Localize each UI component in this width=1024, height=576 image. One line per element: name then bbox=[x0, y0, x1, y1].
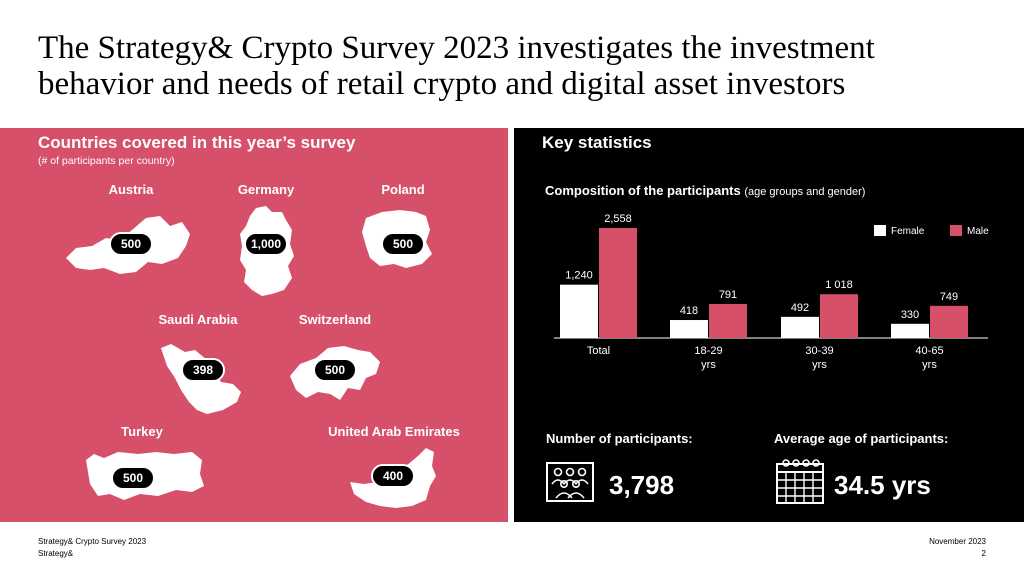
uae-participants-badge: 400 bbox=[371, 464, 415, 488]
data-label-male-0: 2,558 bbox=[604, 213, 632, 225]
countries-heading: Countries covered in this year’s survey bbox=[38, 133, 356, 152]
key-statistics-heading: Key statistics bbox=[542, 133, 652, 152]
people-group-icon bbox=[546, 462, 594, 502]
calendar-icon bbox=[776, 459, 824, 504]
legend-swatch-female bbox=[874, 225, 886, 236]
country-name-uae: United Arab Emirates bbox=[328, 424, 460, 439]
data-label-male-3: 749 bbox=[940, 291, 958, 303]
bar-female-1 bbox=[670, 320, 708, 338]
bar-female-3 bbox=[891, 323, 929, 338]
bar-male-3 bbox=[930, 305, 968, 338]
country-name-germany: Germany bbox=[237, 182, 295, 197]
country-name-switzerland: Switzerland bbox=[298, 312, 372, 327]
bar-male-1 bbox=[709, 303, 747, 338]
poland-participants-badge: 500 bbox=[381, 232, 425, 256]
data-label-male-2: 1 018 bbox=[825, 279, 853, 291]
participants-bar-chart: 1,240 2,558 Total 418 791 18-29 yrs 492 1 018 30-… bbox=[554, 213, 989, 371]
average-age-label: Average age of participants: bbox=[774, 431, 949, 446]
bar-male-2 bbox=[820, 294, 858, 338]
data-label-male-1: 791 bbox=[719, 289, 737, 301]
turkey-participants-badge: 500 bbox=[111, 466, 155, 490]
category-label-2-0: 30-39 bbox=[805, 345, 833, 357]
average-age-value: 34.5 yrs bbox=[834, 470, 931, 500]
country-name-austria: Austria bbox=[108, 182, 154, 197]
country-name-poland: Poland bbox=[381, 182, 425, 197]
data-label-female-3: 330 bbox=[901, 309, 919, 321]
data-label-female-2: 492 bbox=[791, 302, 809, 314]
austria-participants-badge: 500 bbox=[109, 232, 153, 256]
chart-title: Composition of the participants (age gro… bbox=[545, 183, 865, 198]
legend-label-female: Female bbox=[891, 226, 925, 237]
chart-title-main: Composition of the participants bbox=[545, 183, 741, 198]
category-label-3-0: 40-65 bbox=[915, 345, 943, 357]
data-label-female-0: 1,240 bbox=[565, 270, 593, 282]
footer-survey-name: Strategy& Crypto Survey 2023 bbox=[38, 537, 147, 546]
category-label-1-0: 18-29 bbox=[694, 345, 722, 357]
germany-participants-badge: 1,000 bbox=[244, 232, 288, 256]
countries-subheading: (# of participants per country) bbox=[38, 155, 175, 167]
bar-male-0 bbox=[599, 228, 637, 338]
participants-value: 3,798 bbox=[609, 470, 675, 500]
footer-date: November 2023 bbox=[929, 537, 986, 546]
bar-female-0 bbox=[560, 284, 598, 338]
key-statistics-panel: Key statistics Composition of the partic… bbox=[514, 128, 1024, 522]
footer-brand: Strategy& bbox=[38, 549, 74, 558]
data-label-female-1: 418 bbox=[680, 305, 698, 317]
switzerland-participants-badge: 500 bbox=[313, 358, 357, 382]
countries-panel: Countries covered in this year’s survey … bbox=[0, 128, 508, 522]
chart-title-note: (age groups and gender) bbox=[744, 186, 866, 198]
category-label-1-1: yrs bbox=[701, 359, 716, 371]
legend-label-male: Male bbox=[967, 226, 989, 237]
footer-page-number: 2 bbox=[981, 549, 986, 558]
slide-title: The Strategy& Crypto Survey 2023 investi… bbox=[38, 30, 875, 102]
saudi-arabia-participants-badge: 398 bbox=[181, 358, 225, 382]
legend-swatch-male bbox=[950, 225, 962, 236]
category-label-3-1: yrs bbox=[922, 359, 937, 371]
country-name-turkey: Turkey bbox=[121, 424, 163, 439]
category-label-2-1: yrs bbox=[812, 359, 827, 371]
participants-label: Number of participants: bbox=[546, 431, 693, 446]
country-name-saudi-arabia: Saudi Arabia bbox=[158, 312, 238, 327]
bar-female-2 bbox=[781, 316, 819, 338]
category-label-0: Total bbox=[587, 345, 610, 357]
